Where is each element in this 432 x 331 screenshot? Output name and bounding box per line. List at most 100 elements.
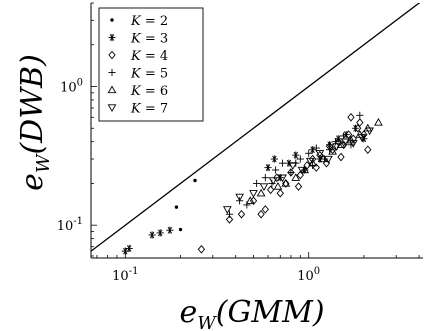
data-point [264,164,272,172]
data-point [356,111,364,119]
data-point [273,182,283,190]
data-point [256,188,266,197]
data-point [249,190,258,198]
x-tick-label: 10-1 [112,266,138,284]
data-point [245,196,255,204]
data-point [253,179,261,188]
data-point [197,245,206,254]
data-point [300,165,309,174]
data-point [294,182,303,191]
data-point [291,173,301,181]
data-point [323,155,333,164]
axes: 10-1 100 10-1 100 [57,2,423,284]
data-point [308,158,317,167]
legend-entry: K = 4 [108,49,168,64]
data-point [305,149,313,157]
legend-label: K = 2 [130,14,168,29]
data-point [328,146,337,155]
plot-clip-group [91,3,421,255]
data-point [235,193,244,202]
data-point [340,132,348,140]
reference-line-y-equals-x [91,3,421,252]
data-point [357,134,367,142]
y-tick-label: 100 [60,77,83,95]
data-point [278,174,287,183]
legend-entry: K = 7 [107,102,168,117]
data-point [303,161,311,170]
data-point [340,138,350,147]
data-point [178,227,183,232]
data-point [281,178,291,187]
data-point [266,185,275,195]
data-point [312,163,320,172]
legend-entry: K = 6 [107,84,168,99]
data-point [261,205,269,214]
data-point [259,183,269,192]
data-point [148,231,156,239]
data-point [318,154,328,163]
data-point [276,188,284,198]
y-axis-label: eW(DWB) [15,54,54,191]
data-point [332,143,342,151]
data-point [297,166,307,175]
y-tick-label: 10-1 [57,216,83,234]
data-point [268,177,278,186]
legend-entry: K = 2 [110,14,168,29]
legend-label: K = 6 [130,84,168,99]
data-point [354,123,362,133]
data-point [222,206,232,214]
legend-marker [108,33,116,42]
legend-marker [108,50,116,60]
data-point [282,179,290,188]
axis-labels: eW(GMM) eW(DWB) [15,54,325,331]
data-point [347,112,355,122]
data-point [270,155,278,163]
data-point [365,127,375,136]
data-point [225,210,234,218]
data-point [125,244,133,253]
x-axis-label: eW(GMM) [179,295,324,331]
data-point [315,150,325,158]
data-point [287,168,295,177]
legend-label: K = 5 [130,67,168,82]
data-point [257,209,265,219]
data-point [337,152,345,162]
series-k5 [225,111,364,218]
data-point [364,145,372,155]
plot-area [91,3,421,255]
data-point [166,226,174,234]
legend-entry: K = 3 [108,32,168,47]
series-k4 [197,112,372,254]
x-tick-label: 100 [297,266,320,284]
data-point [348,140,358,148]
data-point [336,140,346,148]
legend-label: K = 4 [130,49,168,64]
data-point [374,118,383,126]
legend-marker [107,104,117,113]
legend-label: K = 7 [130,102,168,117]
legend-box [98,7,204,122]
series-k2 [174,178,197,232]
data-point [356,118,364,127]
data-point [308,146,317,154]
data-point [237,209,246,219]
data-point [261,174,269,182]
data-point [305,157,315,166]
data-point [278,159,287,167]
legend-marker [108,68,116,77]
data-point [344,130,353,139]
data-point [308,161,317,169]
series-k7 [222,127,375,214]
data-point [288,162,298,170]
legend: K = 2 K = 3 K = 4 K = 5 K = 6 K = 7 [98,7,204,122]
data-point [268,179,276,188]
legend-marker [107,85,117,94]
data-point [285,159,293,167]
data-point [193,178,197,183]
data-point [174,205,179,209]
data-point [296,155,304,163]
legend-label: K = 3 [130,32,168,47]
data-point [273,173,281,182]
data-point [156,229,164,237]
